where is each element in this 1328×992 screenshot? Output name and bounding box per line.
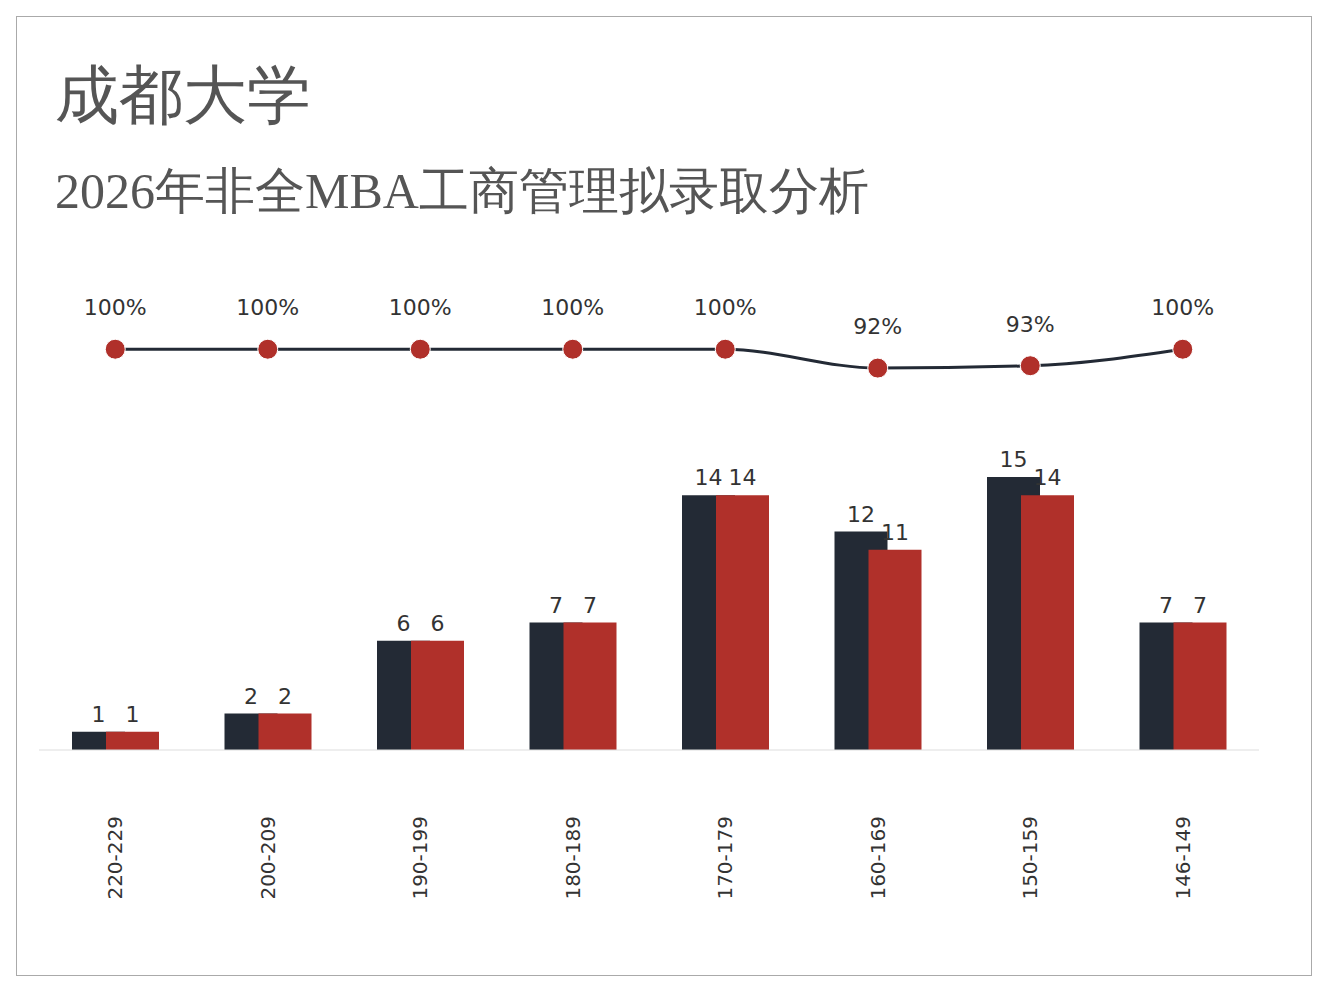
svg-text:93%: 93% [1006, 312, 1055, 337]
svg-text:180-189: 180-189 [561, 816, 585, 900]
svg-text:7: 7 [1193, 593, 1207, 618]
svg-text:170-179: 170-179 [713, 816, 737, 900]
svg-text:7: 7 [549, 593, 563, 618]
svg-text:6: 6 [431, 611, 445, 636]
svg-text:100%: 100% [1151, 295, 1214, 320]
svg-text:146-149: 146-149 [1171, 816, 1195, 900]
svg-text:150-159: 150-159 [1018, 816, 1042, 900]
svg-text:100%: 100% [389, 295, 452, 320]
svg-text:12: 12 [847, 502, 875, 527]
svg-text:100%: 100% [694, 295, 757, 320]
svg-text:7: 7 [583, 593, 597, 618]
html-text:2026年非全MBA工商管理拟录取分析: 2026年非全MBA工商管理拟录取分析 [55, 163, 869, 219]
svg-text:92%: 92% [853, 314, 902, 339]
svg-text:200-209: 200-209 [256, 816, 280, 900]
svg-text:190-199: 190-199 [408, 816, 432, 900]
svg-text:100%: 100% [236, 295, 299, 320]
svg-text:160-169: 160-169 [866, 816, 890, 900]
svg-text:220-229: 220-229 [103, 816, 127, 900]
svg-text:100%: 100% [541, 295, 604, 320]
svg-text:1: 1 [126, 702, 140, 727]
svg-text:15: 15 [1000, 447, 1028, 472]
svg-text:14: 14 [695, 465, 723, 490]
svg-text:11: 11 [881, 520, 909, 545]
svg-text:100%: 100% [84, 295, 147, 320]
svg-text:2: 2 [244, 684, 258, 709]
svg-text:1: 1 [92, 702, 106, 727]
svg-text:6: 6 [397, 611, 411, 636]
svg-text:2: 2 [278, 684, 292, 709]
svg-text:14: 14 [729, 465, 757, 490]
svg-text:14: 14 [1034, 465, 1062, 490]
svg-text:7: 7 [1159, 593, 1173, 618]
html-text:成都大学: 成都大学 [55, 60, 311, 131]
